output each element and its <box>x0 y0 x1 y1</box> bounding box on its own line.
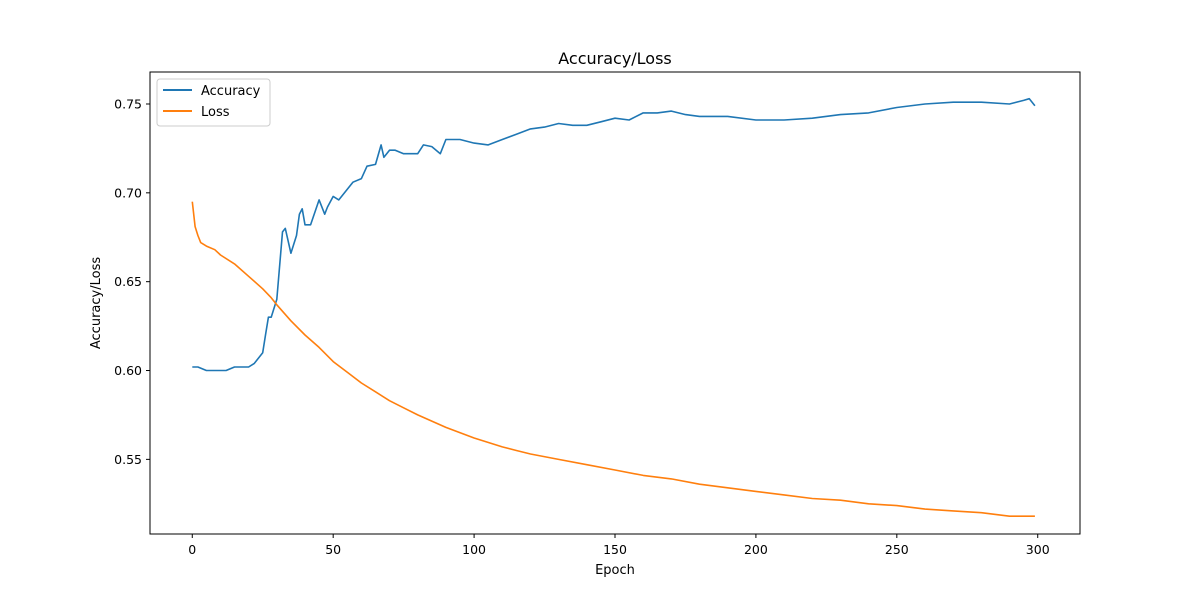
y-axis-ticks: 0.55 0.60 0.65 0.70 0.75 <box>114 96 150 467</box>
y-axis-label: Accuracy/Loss <box>89 257 104 349</box>
y-tick-label: 0.60 <box>114 363 142 378</box>
x-tick-label: 100 <box>462 542 486 557</box>
legend-accuracy-label: Accuracy <box>201 84 261 99</box>
plot-area-frame <box>149 71 1081 535</box>
plot-lines <box>191 97 1036 518</box>
x-axis-ticks: 0 50 100 150 200 250 300 <box>188 534 1050 557</box>
y-tick-label: 0.75 <box>114 96 142 111</box>
y-tick-label: 0.55 <box>114 452 142 467</box>
legend: Accuracy Loss <box>156 78 271 127</box>
accuracy-line <box>192 97 1036 372</box>
x-tick-label: 0 <box>188 542 196 557</box>
y-tick-label: 0.70 <box>114 185 142 200</box>
x-tick-label: 250 <box>885 542 909 557</box>
chart-title: Accuracy/Loss <box>558 49 672 68</box>
y-tick-label: 0.65 <box>114 274 142 289</box>
legend-loss-label: Loss <box>201 105 230 120</box>
x-tick-label: 150 <box>603 542 627 557</box>
loss-line <box>191 201 1035 518</box>
x-tick-label: 200 <box>744 542 768 557</box>
x-tick-label: 300 <box>1026 542 1050 557</box>
x-tick-label: 50 <box>325 542 341 557</box>
x-axis-label: Epoch <box>595 563 635 578</box>
